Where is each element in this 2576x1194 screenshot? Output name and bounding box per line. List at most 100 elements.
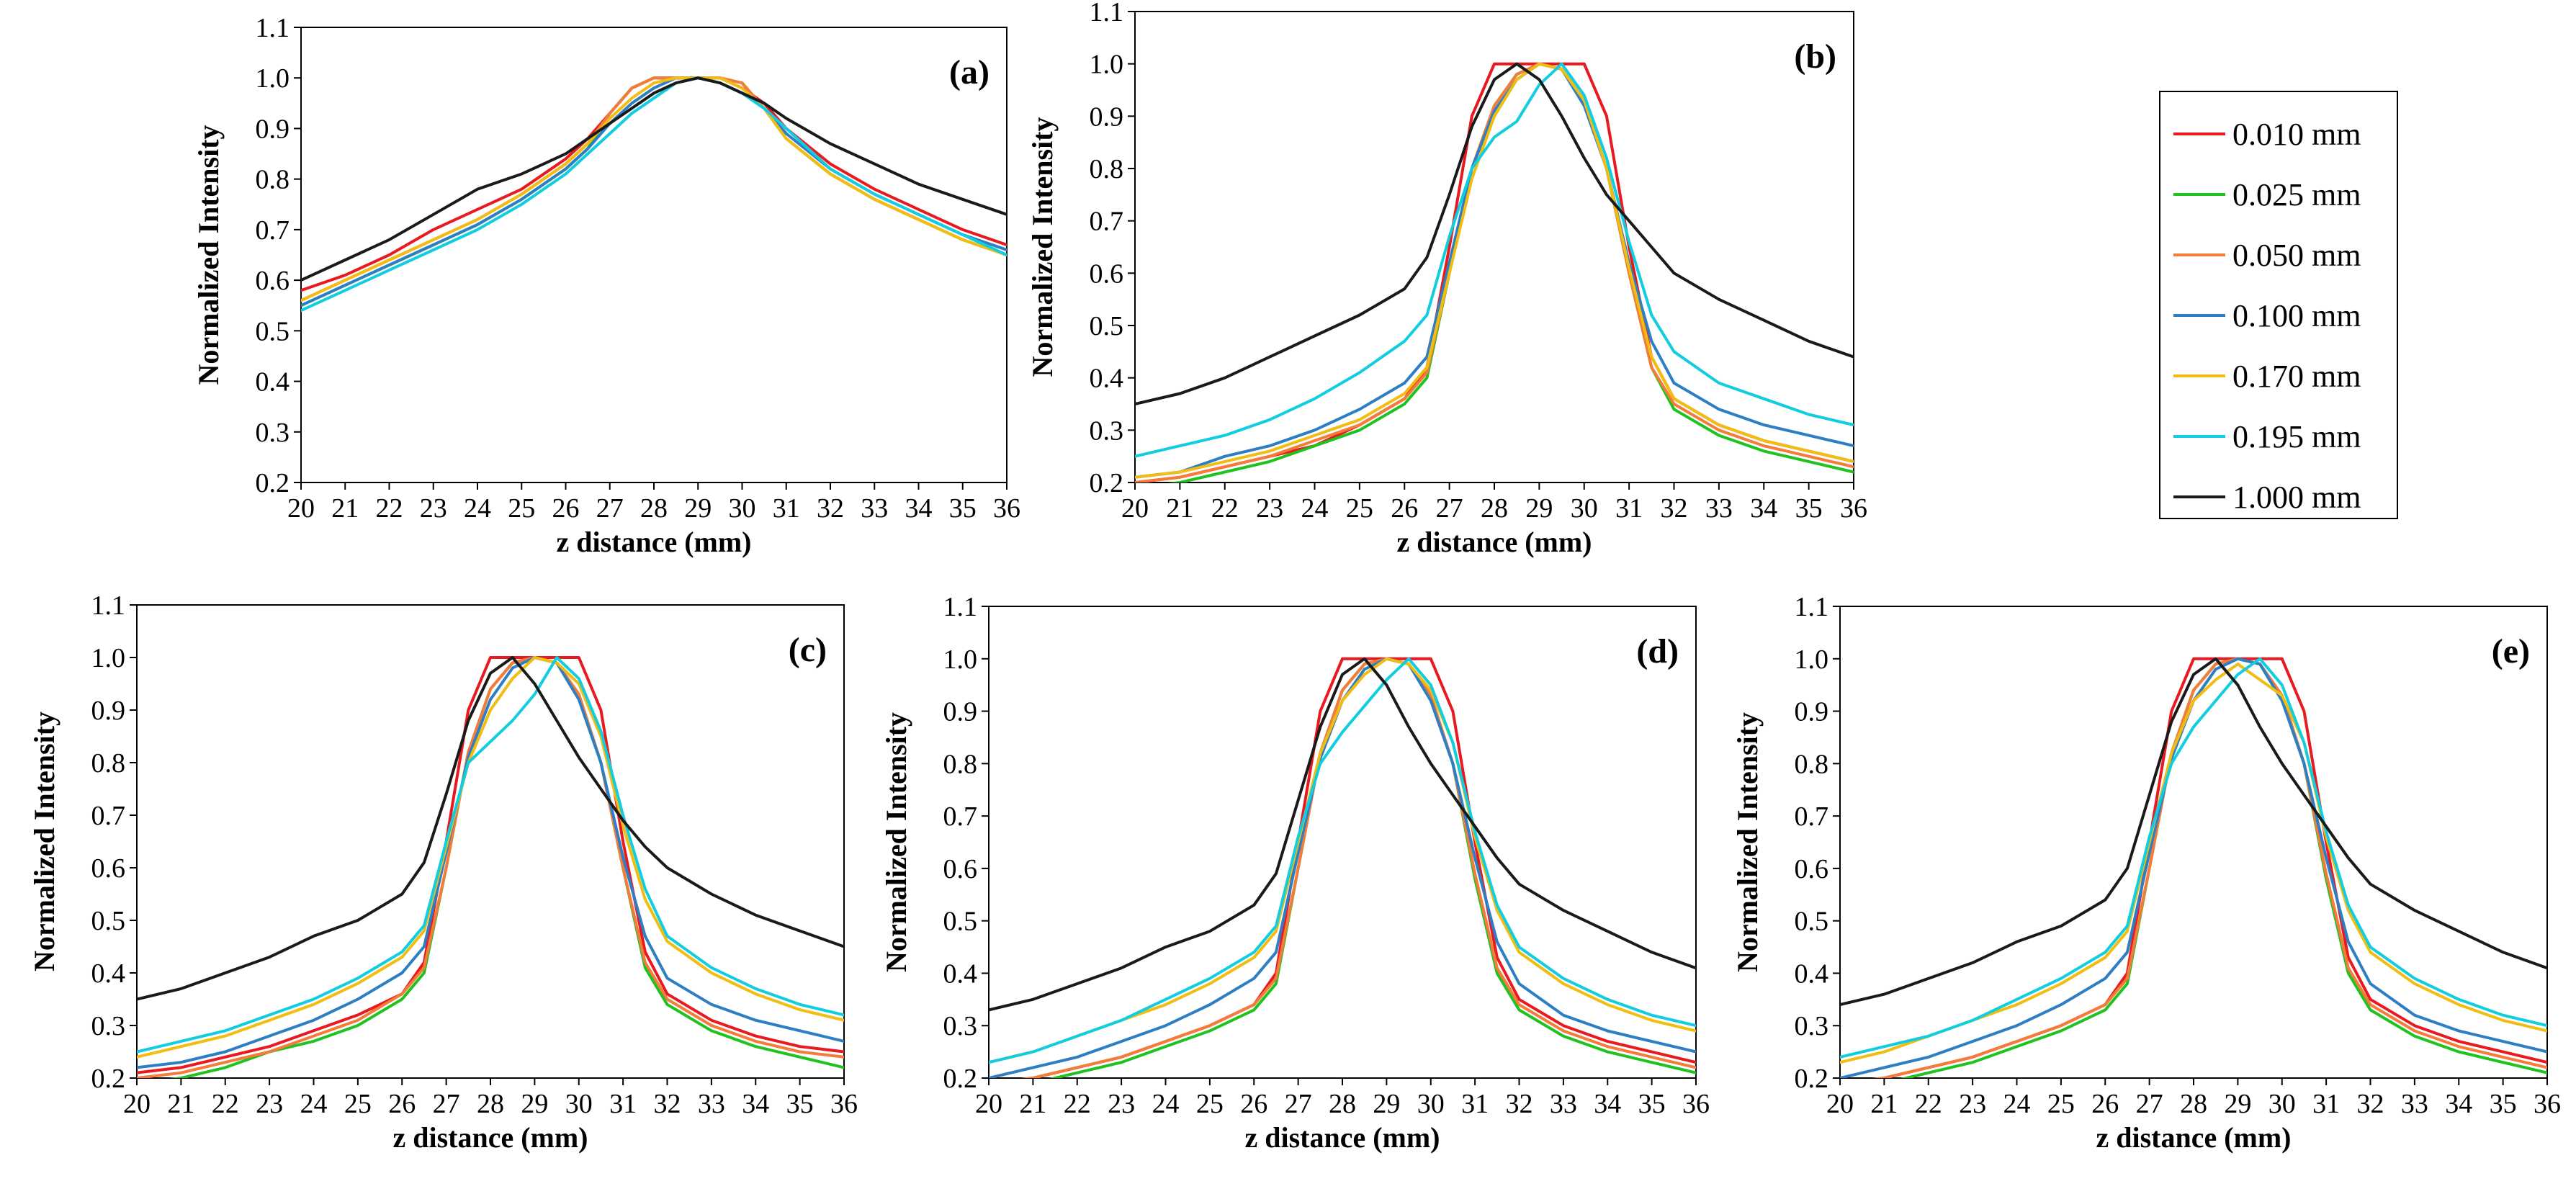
x-tick-label: 25 [1346,493,1373,524]
x-tick-label: 26 [552,493,580,524]
legend-item: 0.100 mm [2173,294,2361,337]
y-tick-label: 0.5 [943,907,978,937]
series-line-0p170mm [989,657,1696,1064]
y-tick-label: 0.8 [943,749,978,779]
x-tick-label: 28 [477,1089,504,1119]
y-tick-label: 1.0 [91,643,126,673]
y-tick-label: 0.8 [91,748,126,778]
series-line-0p050mm [137,656,844,1078]
x-tick-label: 36 [1682,1089,1710,1119]
x-tick-label: 25 [1196,1089,1224,1119]
series-group [137,656,844,1078]
x-tick-label: 34 [742,1089,769,1119]
series-line-0p170mm [301,76,1007,302]
y-tick-label: 0.9 [1090,102,1124,132]
y-axis-label: Normalized Intensity [1026,117,1059,377]
y-tick-label: 1.0 [1795,645,1829,675]
series-line-0p050mm [301,76,1007,302]
y-tick-label: 0.7 [1090,207,1124,237]
x-tick-label: 23 [1256,493,1283,524]
x-tick-label: 23 [256,1089,283,1119]
x-tick-label: 21 [1166,493,1193,524]
x-tick-label: 26 [2091,1089,2119,1119]
legend-item: 0.010 mm [2173,112,2361,156]
y-tick-label: 0.6 [91,853,126,884]
x-tick-label: 21 [1019,1089,1046,1119]
x-tick-label: 24 [2003,1089,2031,1119]
x-tick-label: 28 [640,493,668,524]
y-tick-label: 0.9 [256,114,290,144]
x-tick-label: 30 [2268,1089,2296,1119]
panel-label: (e) [2492,632,2530,670]
legend-label: 1.000 mm [2232,479,2361,515]
y-tick-label: 0.9 [91,696,126,726]
y-tick-label: 0.4 [1090,364,1124,394]
x-tick-label: 26 [1240,1089,1267,1119]
x-tick-label: 30 [1417,1089,1445,1119]
x-tick-label: 21 [167,1089,194,1119]
x-tick-label: 27 [433,1089,460,1119]
x-tick-label: 29 [1373,1089,1400,1119]
series-line-0p025mm [301,76,1007,308]
x-tick-label: 21 [1870,1089,1898,1119]
x-axis-label: z distance (mm) [556,526,751,558]
x-tick-label: 28 [2180,1089,2207,1119]
legend: 0.010 mm 0.025 mm 0.050 mm 0.100 mm 0.170 mm… [2159,91,2398,519]
y-tick-label: 0.9 [943,697,978,727]
y-tick-label: 0.7 [1795,802,1829,832]
x-tick-label: 22 [1064,1089,1091,1119]
x-tick-label: 27 [2136,1089,2163,1119]
y-tick-label: 0.9 [1795,697,1829,727]
x-tick-label: 29 [2224,1089,2251,1119]
legend-swatch [2173,374,2225,377]
legend-label: 0.195 mm [2232,418,2361,454]
y-tick-label: 0.5 [1090,311,1124,341]
series-line-0p025mm [1167,62,1854,482]
x-tick-label: 22 [212,1089,239,1119]
series-line-0p010mm [137,656,844,1074]
series-line-0p195mm [301,76,1007,313]
series-group [989,657,1696,1078]
x-tick-label: 30 [1571,493,1598,524]
chart-panel-c: 0.2 0.3 0.4 0.5 0.6 0.7 0.8 0.9 1.0 1.1 20 21 22 23 24… [28,591,858,1154]
y-tick-label: 0.2 [91,1064,126,1094]
legend-label: 0.010 mm [2232,116,2361,152]
x-tick-label: 36 [2534,1089,2561,1119]
series-line-0p025mm [169,656,844,1078]
y-tick-label: 0.3 [256,418,290,448]
x-tick-label: 31 [609,1089,637,1119]
x-tick-label: 20 [975,1089,1002,1119]
y-tick-label: 0.7 [91,801,126,831]
y-tick-label: 0.3 [91,1011,126,1041]
x-tick-label: 36 [830,1089,858,1119]
x-tick-label: 34 [2445,1089,2472,1119]
y-tick-label: 0.6 [256,266,290,296]
legend-swatch [2173,314,2225,317]
series-line-0p195mm [1840,657,2547,1059]
y-tick-label: 1.1 [91,591,126,621]
x-tick-label: 24 [464,493,491,524]
x-tick-label: 29 [1525,493,1553,524]
y-tick-label: 0.3 [1795,1011,1829,1041]
legend-label: 0.025 mm [2232,176,2361,212]
y-tick-label: 0.6 [1795,854,1829,884]
legend-label: 0.050 mm [2232,237,2361,273]
series-line-1p000mm [1135,62,1854,405]
x-tick-label: 24 [300,1089,328,1119]
x-tick-label: 22 [1915,1089,1942,1119]
series-line-0p170mm [137,656,844,1059]
x-tick-label: 36 [1840,493,1867,524]
legend-label: 0.170 mm [2232,358,2361,394]
x-axis-label: z distance (mm) [1244,1121,1440,1154]
y-tick-label: 0.7 [943,802,978,832]
y-tick-label: 0.3 [1090,416,1124,446]
x-tick-label: 32 [817,493,844,524]
x-tick-label: 25 [2047,1089,2075,1119]
y-tick-label: 1.1 [1795,592,1829,622]
x-axis-label: z distance (mm) [1396,526,1592,558]
x-tick-label: 31 [773,493,800,524]
x-tick-label: 28 [1481,493,1508,524]
chart-panel-a: 0.2 0.3 0.4 0.5 0.6 0.7 0.8 0.9 1.0 1.1 20 21 22 23 24… [192,13,1020,558]
y-tick-label: 0.6 [943,854,978,884]
y-tick-label: 0.2 [1090,468,1124,498]
